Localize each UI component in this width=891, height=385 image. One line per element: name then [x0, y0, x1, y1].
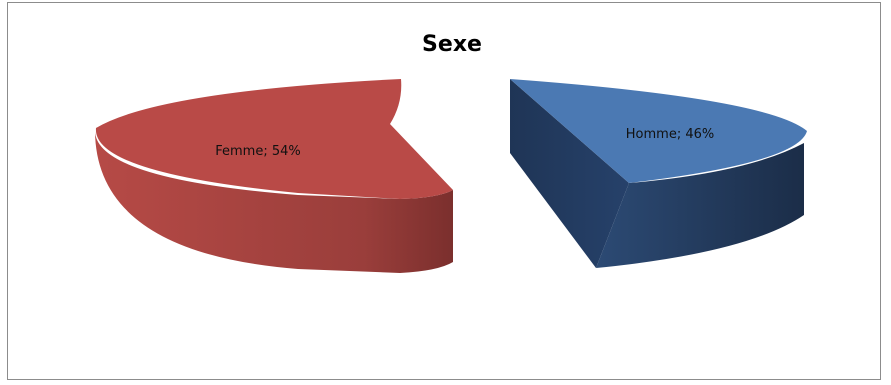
slice-femme: [95, 79, 453, 273]
slice-homme-side: [596, 143, 804, 268]
slice-label-homme: Homme; 46%: [626, 127, 714, 142]
slice-homme-cut: [510, 79, 629, 268]
slice-homme: [510, 79, 807, 268]
chart-frame: Sexe Femme; 54% Homme; 46%: [7, 2, 881, 380]
slice-homme-top: [510, 79, 807, 183]
chart-title: Sexe: [422, 32, 482, 57]
slice-label-femme: Femme; 54%: [215, 144, 301, 159]
slice-femme-side: [95, 131, 453, 273]
pie-chart: Sexe Femme; 54% Homme; 46%: [95, 32, 807, 273]
slice-femme-top: [95, 79, 453, 199]
